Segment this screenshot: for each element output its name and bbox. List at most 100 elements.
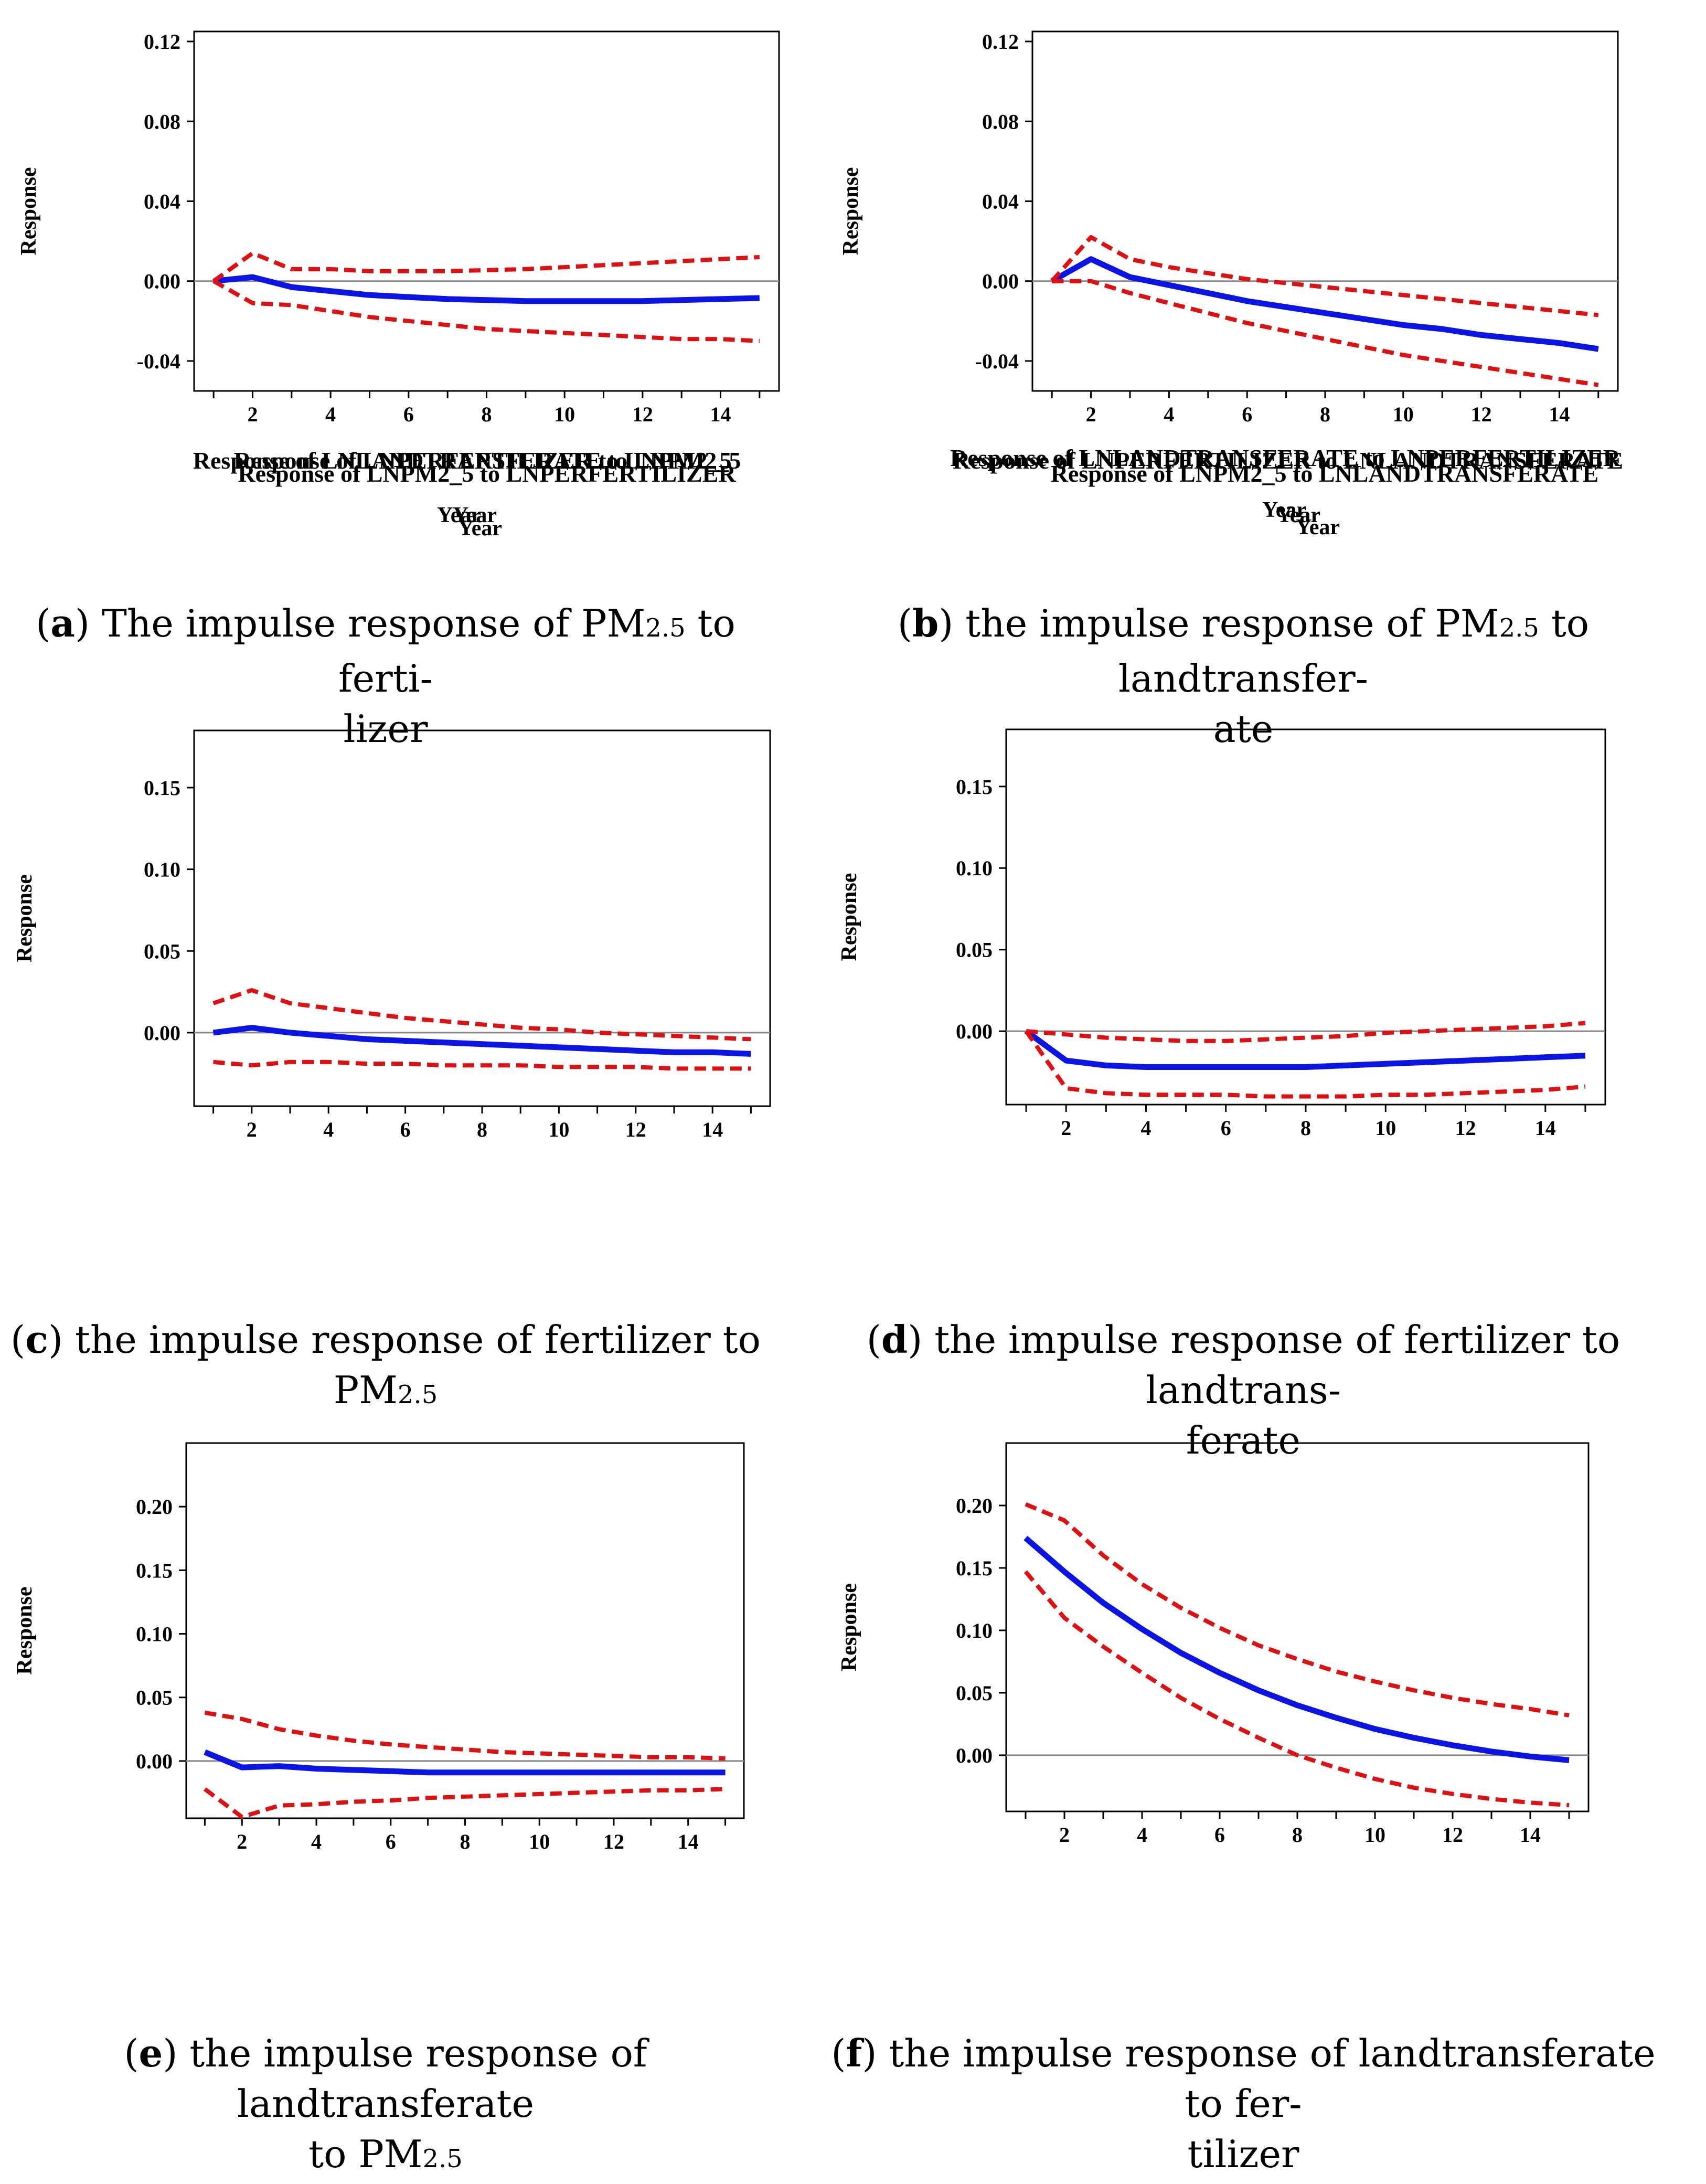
y-tick-label: 0.00 [144, 270, 180, 293]
x-tick-label: 10 [1375, 1116, 1396, 1140]
x-axis-label: Year [458, 516, 502, 540]
series-response [1023, 1535, 1570, 1763]
chart-panel-c: 0.00 0.05 0.10 0.15 2 4 6 8 10 12 14 Response Respon… [0, 447, 853, 1301]
chart-c: 0.00 0.05 0.10 0.15 2 4 6 8 10 12 14 Response Respon… [13, 447, 771, 1141]
caption-c: (c) the impulse response of fertilizer t… [10, 1317, 761, 1412]
y-tick-label: 0.15 [144, 776, 180, 800]
chart-title: Response of LNPM2_5 to LNLANDTRANSFERATE [1051, 460, 1598, 487]
chart-panel-d: 0.00 0.05 0.10 0.15 2 4 6 8 10 12 14 Response Respon… [837, 447, 1706, 1301]
chart-e: 0.00 0.05 0.10 0.15 0.20 2 4 6 8 10 12 14 Response Re… [13, 447, 745, 1853]
x-tick-label: 6 [1221, 1116, 1231, 1140]
caption-f: (f) the impulse response of landtransfer… [831, 2031, 1656, 2176]
x-tick-label: 2 [1059, 1823, 1070, 1847]
series-lower [1024, 1030, 1586, 1099]
y-tick-label: 0.20 [136, 1495, 173, 1519]
y-tick-label: 0.10 [136, 1623, 173, 1646]
plot-frame [1005, 728, 1606, 1106]
y-tick-label: 0.00 [982, 270, 1019, 293]
x-tick-label: 10 [1364, 1823, 1385, 1847]
y-tick-label: 0.00 [956, 1020, 993, 1043]
x-tick-label: 8 [1292, 1823, 1303, 1847]
chart-d: 0.00 0.05 0.10 0.15 2 4 6 8 10 12 14 Response Respon… [837, 447, 1623, 1140]
y-tick-label: -0.04 [975, 349, 1019, 373]
y-tick-label: 0.10 [144, 858, 180, 882]
series-upper [204, 1710, 726, 1761]
chart-title: Response of LNPERFERTILIZER to LNPM2_5 [233, 447, 731, 474]
chart-panel-a: -0.04 0.00 0.04 0.08 0.12 2 4 6 8 10 12 14 Response R… [0, 0, 853, 577]
caption-a: (a) The impulse response of PM2.5 to fer… [36, 601, 735, 751]
x-tick-label: 14 [678, 1830, 699, 1853]
y-tick-label: 0.15 [956, 1556, 993, 1580]
series-response [1024, 1029, 1586, 1070]
y-tick-label: 0.05 [136, 1686, 173, 1710]
x-tick-label: 8 [460, 1830, 471, 1853]
series-response [1050, 256, 1599, 352]
x-tick-label: 12 [1471, 402, 1492, 426]
y-tick-label: 0.08 [144, 110, 180, 133]
x-tick-label: 2 [237, 1830, 247, 1853]
caption-d: (d) the impulse response of fertilizer t… [866, 1317, 1620, 1462]
x-tick-label: 4 [323, 1118, 334, 1141]
y-tick-label: 0.00 [956, 1744, 993, 1767]
chart-b: -0.04 0.00 0.04 0.08 0.12 2 4 6 8 10 12 14 Response R… [839, 30, 1619, 539]
chart-panel-e: 0.00 0.05 0.10 0.15 0.20 2 4 6 8 10 12 14 Response Re… [0, 447, 853, 2015]
series-upper [1026, 1021, 1586, 1043]
y-tick-label: 0.12 [982, 30, 1019, 54]
y-tick-label: 0.15 [956, 775, 993, 799]
x-tick-label: 12 [1455, 1116, 1476, 1140]
x-tick-label: 6 [1214, 1823, 1225, 1847]
x-tick-label: 6 [403, 402, 414, 426]
y-axis-label: Response [13, 1586, 37, 1674]
y-axis-label: Response [839, 167, 863, 255]
x-tick-label: 10 [548, 1118, 569, 1141]
chart-f: 0.00 0.05 0.10 0.15 0.20 2 4 6 8 10 12 14 Response Re… [837, 444, 1621, 1847]
x-tick-label: 8 [477, 1118, 487, 1141]
y-tick-label: 0.00 [144, 1021, 180, 1045]
x-tick-label: 8 [1320, 402, 1330, 426]
x-axis-label: Year [437, 503, 481, 527]
chart-a: -0.04 0.00 0.04 0.08 0.12 2 4 6 8 10 12 14 Response R… [17, 30, 780, 540]
chart-panel-f: 0.00 0.05 0.10 0.15 0.20 2 4 6 8 10 12 14 Response Re… [837, 444, 1706, 2015]
x-axis-label: Year [1262, 498, 1306, 522]
y-tick-label: -0.04 [137, 349, 180, 373]
y-axis-label: Response [837, 873, 861, 961]
x-tick-label: 2 [248, 402, 258, 426]
series-upper [212, 251, 760, 283]
x-tick-label: 14 [710, 402, 731, 426]
y-tick-label: 0.04 [144, 189, 180, 213]
y-tick-label: 0.04 [982, 189, 1019, 213]
x-tick-label: 14 [702, 1118, 723, 1141]
x-tick-label: 4 [325, 402, 336, 426]
chart-panel-b: -0.04 0.00 0.04 0.08 0.12 2 4 6 8 10 12 14 Response R… [839, 0, 1706, 577]
y-tick-label: 0.05 [144, 939, 180, 963]
y-tick-label: 0.05 [956, 938, 993, 962]
x-tick-label: 6 [386, 1830, 396, 1853]
y-axis-label: Response [13, 874, 37, 962]
y-tick-label: 0.00 [136, 1750, 173, 1773]
x-tick-label: 8 [482, 402, 492, 426]
y-tick-label: 0.08 [982, 110, 1019, 133]
series-lower [1023, 1570, 1570, 1808]
chart-title: Response of LNLANDTRANSFERATE to LNPERFE… [950, 444, 1621, 471]
x-tick-label: 4 [311, 1830, 322, 1853]
x-tick-label: 4 [1164, 402, 1174, 426]
y-axis-label: Response [837, 1583, 861, 1671]
x-tick-label: 14 [1520, 1823, 1541, 1847]
series-response [204, 1749, 726, 1776]
y-tick-label: 0.05 [956, 1681, 993, 1705]
caption-b: (b) the impulse response of PM2.5 to lan… [897, 601, 1590, 751]
y-tick-label: 0.10 [956, 856, 993, 880]
x-tick-label: 2 [1086, 402, 1096, 426]
series-lower [203, 1787, 726, 1819]
chart-title: Response of LNPM2_5 to LNPERFERTILIZER [238, 460, 736, 487]
x-tick-label: 12 [1442, 1823, 1463, 1847]
x-axis-label: Year [1296, 515, 1340, 539]
plot-frame [1031, 30, 1619, 392]
x-tick-label: 12 [632, 402, 653, 426]
x-tick-label: 10 [529, 1830, 550, 1853]
series-upper [1025, 1502, 1570, 1717]
x-tick-label: 10 [1393, 402, 1414, 426]
series-lower [1052, 279, 1599, 387]
caption-e: (e) the impulse response of landtransfer… [124, 2031, 647, 2176]
series-response [212, 1025, 751, 1057]
